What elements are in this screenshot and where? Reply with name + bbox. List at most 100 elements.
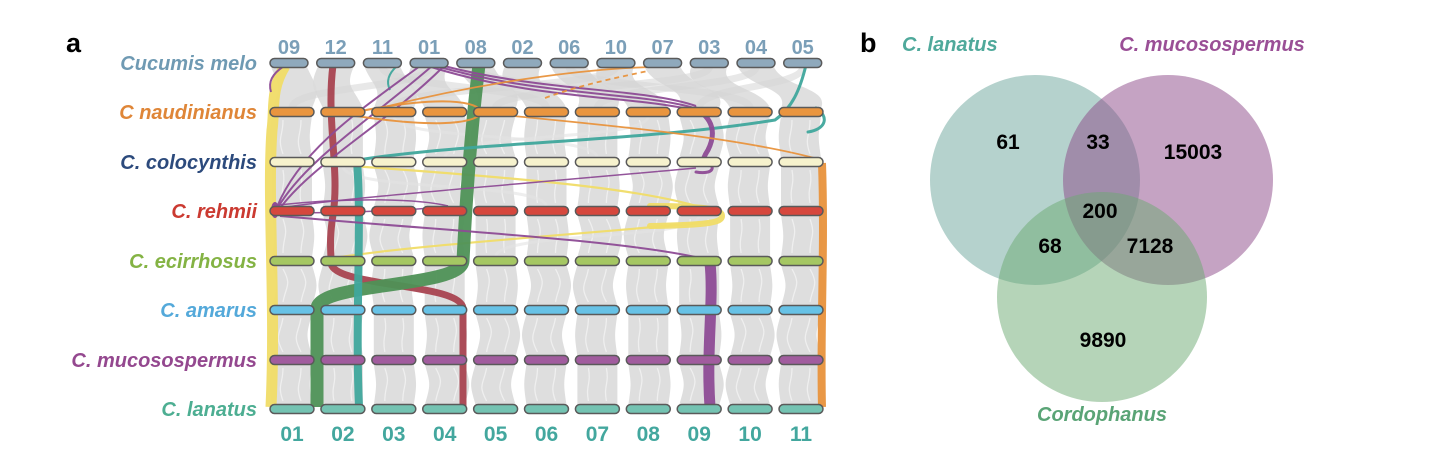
synteny-ribbon [272, 215, 315, 257]
synteny-ribbon [524, 364, 567, 405]
chromosome-capsule [269, 205, 315, 217]
ribbon-streak [297, 367, 302, 402]
chromosome-capsule [421, 156, 468, 168]
top-chromosome-label: 12 [325, 37, 347, 59]
highlight-ribbon-purple [279, 215, 701, 259]
chromosome-capsule [421, 403, 468, 415]
highlight-ribbon-orange [481, 112, 819, 160]
ribbon-streak [536, 268, 543, 303]
chromosome-capsule [523, 403, 570, 415]
chromosome-capsule [596, 57, 636, 69]
ribbon-streak [348, 317, 353, 353]
chromosome-capsule [472, 106, 519, 118]
synteny-ribbon [572, 265, 618, 306]
chromosome-capsule [523, 106, 570, 118]
ribbon-streak [806, 367, 811, 402]
synteny-ribbon [781, 265, 826, 306]
chromosome-capsule [472, 354, 519, 366]
bottom-chromosome-label: 06 [535, 423, 558, 446]
synteny-ribbon [373, 314, 414, 356]
chromosome-capsule [320, 205, 366, 217]
ribbon-streak [809, 218, 814, 254]
ribbon-streak [552, 367, 557, 402]
ribbon-streak [637, 317, 641, 353]
ribbon-streak [282, 218, 287, 254]
chromosome-capsule [320, 255, 366, 267]
chromosome-capsule [625, 106, 672, 118]
ribbon-streak [656, 119, 661, 155]
ribbon-streak [684, 169, 691, 204]
venn-label-lanatus: C. lanatus [902, 34, 998, 56]
bottom-chromosome-label: 01 [280, 423, 304, 446]
chromosome-capsule [320, 304, 366, 316]
venn-count-lanatus-only: 61 [996, 131, 1020, 154]
ribbon-streak [740, 317, 747, 353]
ribbon-streak [605, 169, 610, 204]
ribbon-streak [450, 218, 455, 254]
chromosome-capsule [371, 304, 417, 316]
chromosome-capsule [472, 205, 519, 217]
synteny-ribbon [373, 166, 419, 207]
highlight-ribbon-purple [276, 65, 421, 208]
species-label: C. amarus [160, 300, 257, 322]
chromosome-capsule [727, 304, 773, 316]
chromosome-capsule [269, 304, 315, 316]
chromosome-capsule [371, 403, 417, 415]
top-chromosome-label: 05 [792, 37, 814, 59]
ribbon-streak [503, 317, 510, 353]
venn-count-mucoso-only: 15003 [1163, 141, 1223, 164]
chromosome-capsule [269, 156, 315, 168]
ribbon-streak [402, 169, 409, 204]
species-label: C. lanatus [161, 399, 257, 421]
top-chromosome-label: 02 [511, 37, 533, 59]
synteny-ribbon [781, 166, 821, 207]
highlight-ribbon-yellow [321, 162, 713, 213]
ribbon-streak [534, 367, 539, 402]
chromosome-capsule [472, 403, 519, 415]
venn-label-mucosospermus: C. mucosospermus [1119, 34, 1305, 56]
chromosome-capsule [523, 304, 570, 316]
synteny-ribbon [424, 314, 467, 356]
highlight-ribbon-teal [353, 161, 363, 408]
synteny-ribbon [730, 265, 773, 306]
chromosome-capsule [269, 57, 309, 69]
chromosome-capsule [269, 106, 315, 118]
synteny-ribbon [730, 215, 771, 257]
synteny-ribbon [492, 65, 713, 110]
synteny-ribbon [269, 116, 312, 158]
ribbon-streak [739, 218, 743, 254]
chromosome-capsule [625, 156, 672, 168]
chromosome-capsule [371, 354, 417, 366]
chromosome-capsule [689, 57, 730, 69]
ribbon-streak [788, 367, 793, 402]
chromosome-capsule [778, 354, 824, 366]
synteny-ribbon [272, 265, 317, 306]
bottom-chromosome-label: 09 [688, 423, 711, 446]
synteny-ribbon [778, 116, 821, 158]
ribbon-streak [656, 169, 663, 204]
ribbon-streak [583, 268, 590, 303]
chromosome-capsule [523, 255, 570, 267]
chromosome-capsule [371, 106, 417, 118]
chromosome-capsule [269, 255, 315, 267]
ribbon-streak [788, 119, 793, 155]
synteny-ribbon [575, 314, 618, 356]
chromosome-capsule [320, 354, 366, 366]
ribbon-streak [753, 367, 760, 402]
ribbon-streak [786, 317, 793, 353]
top-chromosome-label: 03 [698, 37, 720, 59]
ribbon-streak [300, 268, 307, 303]
synteny-ribbon [776, 314, 821, 356]
synteny-ribbon [373, 364, 417, 405]
highlight-ribbon-purple [277, 199, 449, 207]
synteny-ribbon [526, 166, 567, 207]
synteny-ribbon [392, 115, 599, 159]
ribbon-streak [689, 367, 696, 402]
ribbon-streak [740, 268, 745, 303]
ribbon-streak [401, 317, 405, 353]
ribbon-streak [333, 218, 340, 254]
venn-count-lanatus-mucoso: 33 [1086, 131, 1110, 154]
species-label: C. colocynthis [120, 152, 257, 174]
chromosome-capsule [676, 354, 722, 366]
